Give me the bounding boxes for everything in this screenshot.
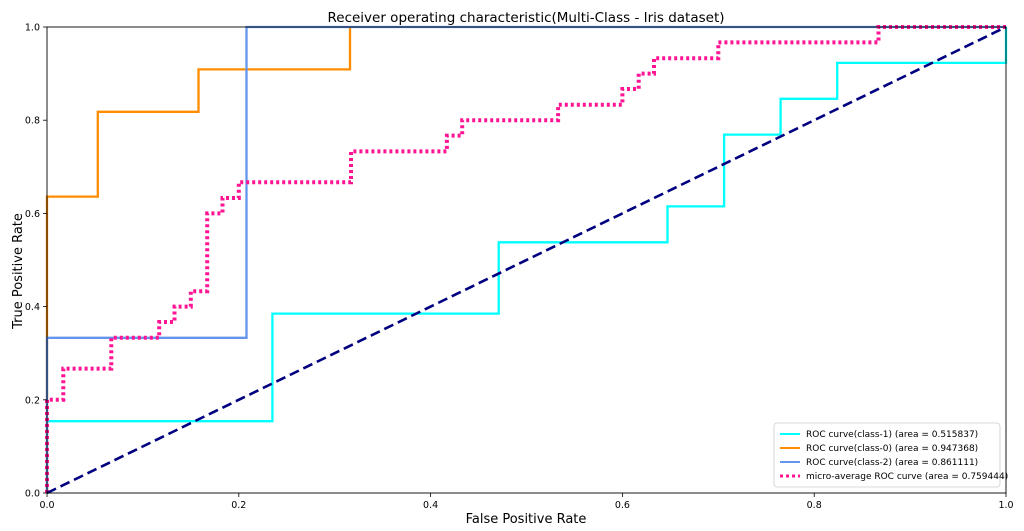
x-ticks: 0.0 0.2 0.4 0.6 0.8 1.0: [39, 493, 1014, 511]
x-tick-label: 0.6: [615, 500, 630, 511]
y-tick-label: 0.4: [25, 302, 40, 313]
legend-box: [773, 422, 1001, 488]
x-axis-label: False Positive Rate: [466, 512, 587, 527]
x-tick-label: 0.2: [231, 500, 246, 511]
y-tick-label: 0.6: [25, 209, 40, 220]
legend-entry: micro-average ROC curve (area = 0.759444…: [806, 472, 1008, 482]
y-axis-label: True Positive Rate: [11, 213, 26, 330]
y-tick-label: 0.0: [25, 489, 40, 500]
legend-entry: ROC curve(class-1) (area = 0.515837): [806, 430, 978, 440]
series-line-roc-curve-class-1-area-0-515837: [45, 27, 1008, 493]
x-tick-label: 1.0: [998, 500, 1013, 511]
series-line-micro-average-roc-curve-area-0-759444: [45, 25, 1006, 493]
y-tick-label: 0.8: [25, 116, 40, 127]
legend-entry: ROC curve(class-0) (area = 0.947368): [806, 444, 978, 454]
plot-frame: [46, 26, 1007, 494]
x-tick-label: 0.4: [423, 500, 438, 511]
chart-title: Receiver operating characteristic(Multi-…: [327, 10, 724, 26]
y-ticks: 0.0 0.2 0.4 0.6 0.8 1.0: [25, 23, 47, 500]
series-line-roc-curve-class-0-area-0-947368: [45, 27, 352, 493]
y-tick-label: 1.0: [25, 23, 40, 34]
y-tick-label: 0.2: [25, 395, 40, 406]
x-tick-label: 0.0: [39, 500, 54, 511]
x-tick-label: 0.8: [807, 500, 822, 511]
diagonal-reference-line: [46, 25, 1007, 495]
legend-entry: ROC curve(class-2) (area = 0.861111): [806, 458, 978, 468]
legend: ROC curve(class-1) (area = 0.515837) ROC …: [773, 422, 1008, 488]
